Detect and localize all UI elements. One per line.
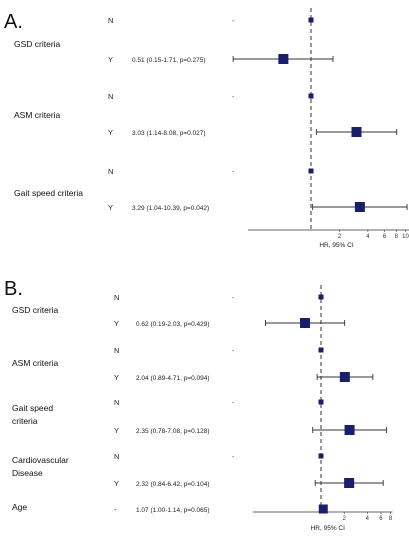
panel-a-row-level: N	[108, 16, 113, 25]
panel-b-group-label: Gait speed	[12, 403, 53, 413]
panel-a-row-hr-text: 0.51 (0.15-1.71, p=0.275)	[132, 57, 206, 64]
panel-b-row-level: N	[114, 346, 119, 355]
panel-b-tick-label: 6	[379, 516, 383, 522]
panel-a-hr-marker	[351, 127, 362, 137]
panel-b-group-label: criteria	[12, 416, 38, 426]
panel-a-hr-marker	[278, 54, 289, 64]
panel-a-hr-marker	[308, 17, 314, 23]
panel-b-group-label: Disease	[12, 468, 43, 478]
panel-b-row-hr-text: 2.32 (0.84-6.42, p=0.104)	[136, 481, 210, 488]
panel-b-row-level: Y	[114, 479, 119, 488]
panel-b-tick-label: 2	[343, 516, 347, 522]
panel-a-row-level: Y	[108, 203, 113, 212]
panel-b-row-level: Y	[114, 319, 119, 328]
panel-b-hr-marker	[300, 318, 311, 328]
panel-b-row-hr-text: -	[232, 295, 235, 302]
panel-a-row-hr-text: 3.29 (1.04-10.39, p=0.042)	[132, 205, 209, 212]
panel-b-tick-label: 8	[389, 516, 393, 522]
panel-b-row-level: N	[114, 293, 119, 302]
panel-b-row-hr-text: -	[232, 400, 235, 407]
panel-a-group-label: ASM criteria	[14, 110, 61, 120]
panel-a-row-level: N	[108, 167, 113, 176]
panel-b-row-level: N	[114, 452, 119, 461]
panel-b-row-level: N	[114, 398, 119, 407]
panel-b-group-label: Age	[12, 502, 27, 512]
panel-b-hr-marker	[318, 504, 328, 514]
panel-a-letter: A.	[4, 11, 23, 33]
panel-a-row-hr-text: -	[232, 169, 235, 176]
panel-a-row-level: Y	[108, 128, 113, 137]
panel-b-hr-marker	[344, 478, 355, 488]
panel-b-row-hr-text: -	[232, 348, 235, 355]
panel-b-group-label: GSD criteria	[12, 305, 59, 315]
panel-b-hr-marker	[318, 399, 324, 405]
panel-a-x-axis-label: HR, 95% CI	[319, 242, 354, 249]
panel-a-row-level: Y	[108, 55, 113, 64]
panel-a-row-level: N	[108, 92, 113, 101]
panel-a-row-hr-text: -	[232, 18, 235, 25]
panel-b-hr-marker	[318, 453, 324, 459]
panel-a-row-hr-text: 3.03 (1.14-8.08, p=0.027)	[132, 130, 206, 137]
panel-b-hr-marker	[344, 425, 355, 435]
panel-a-tick-label: 6	[383, 234, 387, 240]
panel-b-row-hr-text: -	[232, 454, 235, 461]
panel-b-row-level: Y	[114, 426, 119, 435]
panel-b-group-label: Cardiovascular	[12, 455, 69, 465]
panel-b-row-level: -	[114, 505, 117, 514]
panel-a-tick-label: 2	[338, 234, 342, 240]
panel-b-row-hr-text: 1.07 (1.00-1.14, p=0.065)	[136, 507, 210, 514]
panel-a-tick-label: 4	[366, 234, 370, 240]
panel-b-group-label: ASM criteria	[12, 358, 59, 368]
panel-b-row-hr-text: 2.35 (0.78-7.08, p=0.128)	[136, 428, 210, 435]
panel-a-hr-marker	[354, 202, 365, 212]
panel-a-group-label: Gait speed criteria	[14, 188, 83, 198]
panel-b-x-axis-label: HR, 95% CI	[311, 525, 346, 532]
panel-b-tick-label: 4	[366, 516, 370, 522]
panel-b-hr-marker	[318, 347, 324, 353]
panel-b-row-level: Y	[114, 373, 119, 382]
panel-a-group-label: GSD criteria	[14, 39, 61, 49]
panel-a-tick-label: 8	[395, 234, 399, 240]
panel-b-hr-marker	[339, 372, 350, 382]
panel-a-hr-marker	[308, 168, 314, 174]
panel-a-hr-marker	[308, 93, 314, 99]
panel-a-row-hr-text: -	[232, 94, 235, 101]
panel-b-letter: B.	[4, 278, 23, 300]
panel-b-row-hr-text: 0.62 (0.19-2.03, p=0.429)	[136, 321, 210, 328]
panel-b-row-hr-text: 2.04 (0.89-4.71, p=0.094)	[136, 375, 210, 382]
panel-a-tick-label: 10	[402, 234, 409, 240]
panel-b-hr-marker	[318, 294, 324, 300]
